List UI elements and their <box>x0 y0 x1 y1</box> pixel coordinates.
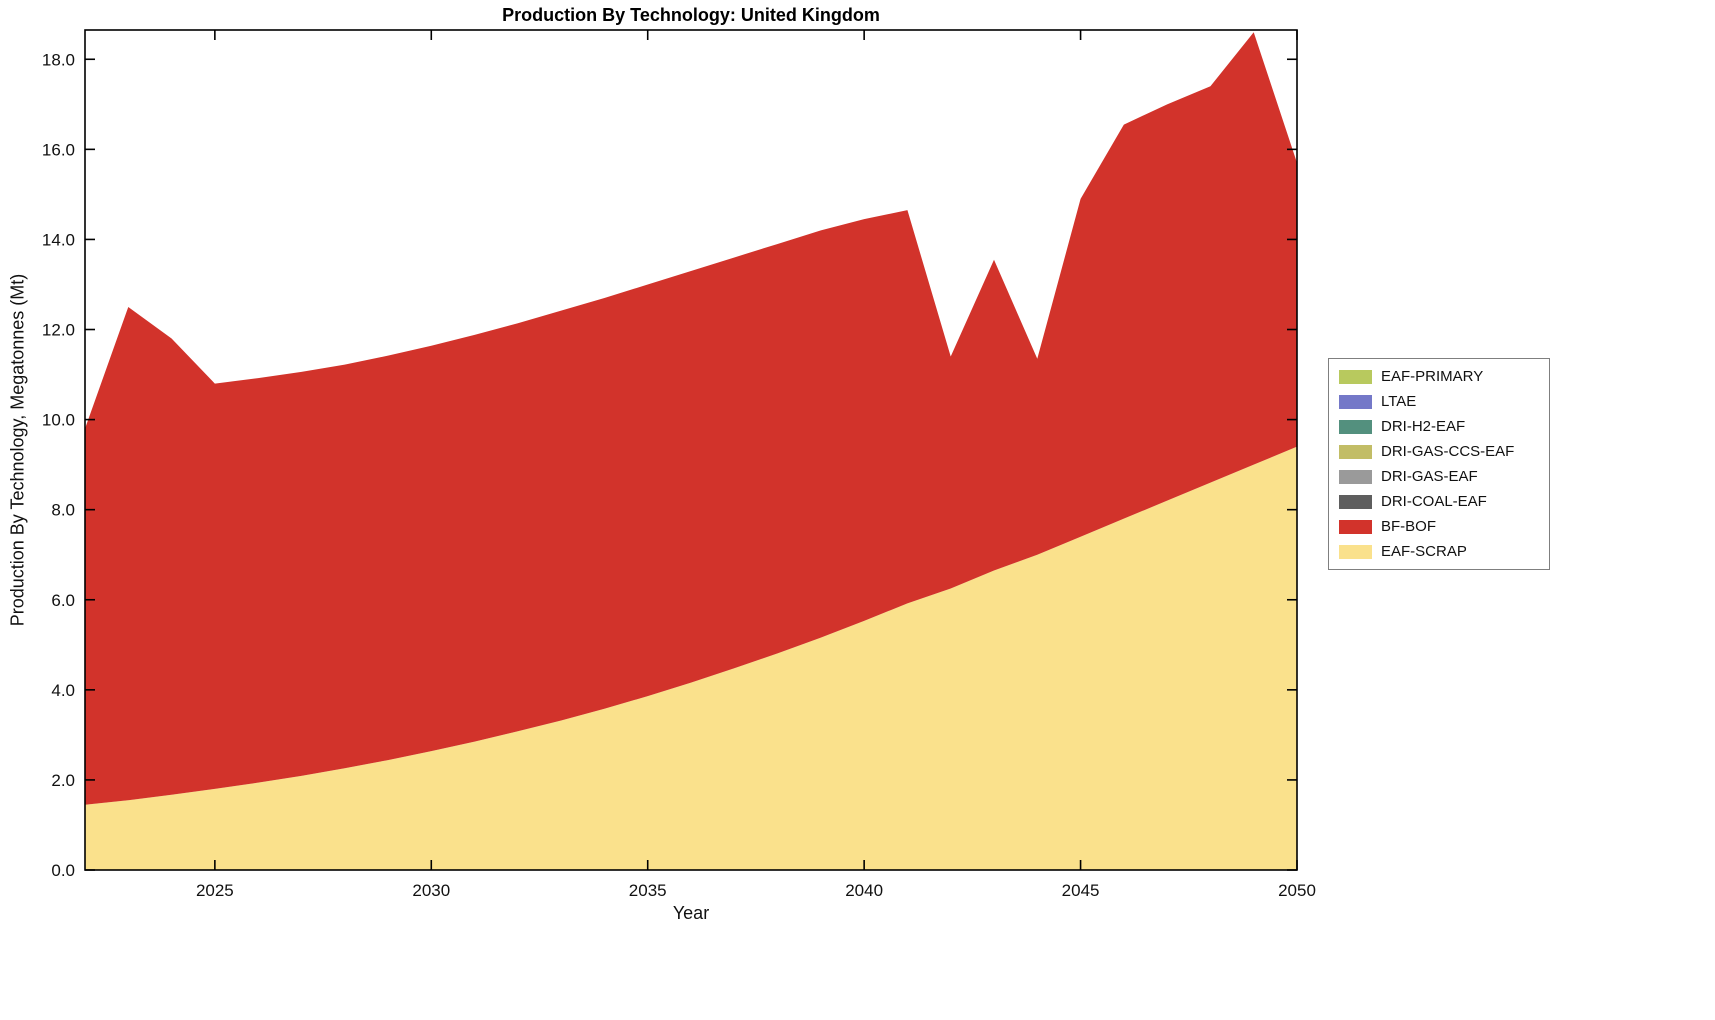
area-bf-bof <box>85 32 1297 805</box>
legend-swatch-dri-gas-ccs-eaf <box>1339 444 1372 459</box>
legend-item-dri-h2-eaf: DRI-H2-EAF <box>1329 414 1549 439</box>
x-tick-label: 2030 <box>412 881 450 900</box>
legend-label: DRI-H2-EAF <box>1381 418 1466 435</box>
y-tick-label: 10.0 <box>42 411 75 430</box>
legend-items: EAF-PRIMARY LTAE DRI-H2-EAF DRI-GAS-CCS-EAF… <box>1329 364 1549 564</box>
legend-swatch-eaf-scrap <box>1339 544 1372 559</box>
chart-title: Production By Technology: United Kingdom <box>502 5 880 25</box>
legend-item-eaf-primary: EAF-PRIMARY <box>1329 364 1549 389</box>
y-tick-label: 16.0 <box>42 140 75 159</box>
x-tick-label: 2050 <box>1278 881 1316 900</box>
x-axis-label: Year <box>672 903 710 923</box>
y-tick-label: 6.0 <box>51 591 75 610</box>
legend-item-dri-coal-eaf: DRI-COAL-EAF <box>1329 489 1549 514</box>
legend-item-dri-gas-ccs-eaf: DRI-GAS-CCS-EAF <box>1329 439 1549 464</box>
legend-label: DRI-COAL-EAF <box>1381 493 1487 510</box>
legend-item-ltae: LTAE <box>1329 389 1549 414</box>
legend-swatch-eaf-primary <box>1339 369 1372 384</box>
legend-label: EAF-SCRAP <box>1381 543 1467 560</box>
y-axis-label: Production By Technology, Megatonnes (Mt… <box>7 273 28 627</box>
y-tick-label: 4.0 <box>51 681 75 700</box>
y-tick-label: 14.0 <box>42 230 75 249</box>
legend-label: DRI-GAS-CCS-EAF <box>1381 443 1515 460</box>
legend-swatch-dri-coal-eaf <box>1339 494 1372 509</box>
legend-item-bf-bof: BF-BOF <box>1329 514 1549 539</box>
legend-swatch-dri-gas-eaf <box>1339 469 1372 484</box>
x-tick-label: 2035 <box>629 881 667 900</box>
y-tick-label: 2.0 <box>51 771 75 790</box>
x-tick-label: 2040 <box>845 881 883 900</box>
legend-item-dri-gas-eaf: DRI-GAS-EAF <box>1329 464 1549 489</box>
area-eaf-scrap <box>85 446 1297 870</box>
legend: EAF-PRIMARY LTAE DRI-H2-EAF DRI-GAS-CCS-EAF… <box>1328 358 1550 570</box>
legend-swatch-ltae <box>1339 394 1372 409</box>
legend-swatch-bf-bof <box>1339 519 1372 534</box>
y-tick-label: 12.0 <box>42 321 75 340</box>
legend-item-eaf-scrap: EAF-SCRAP <box>1329 539 1549 564</box>
y-tick-label: 0.0 <box>51 861 75 880</box>
legend-label: LTAE <box>1381 393 1417 410</box>
y-tick-label: 18.0 <box>42 50 75 69</box>
legend-label: BF-BOF <box>1381 518 1436 535</box>
y-tick-label: 8.0 <box>51 501 75 520</box>
plot-border <box>84 29 1298 871</box>
x-tick-label: 2025 <box>196 881 234 900</box>
x-tick-label: 2045 <box>1062 881 1100 900</box>
legend-label: EAF-PRIMARY <box>1381 368 1484 385</box>
legend-label: DRI-GAS-EAF <box>1381 468 1478 485</box>
legend-swatch-dri-h2-eaf <box>1339 419 1372 434</box>
